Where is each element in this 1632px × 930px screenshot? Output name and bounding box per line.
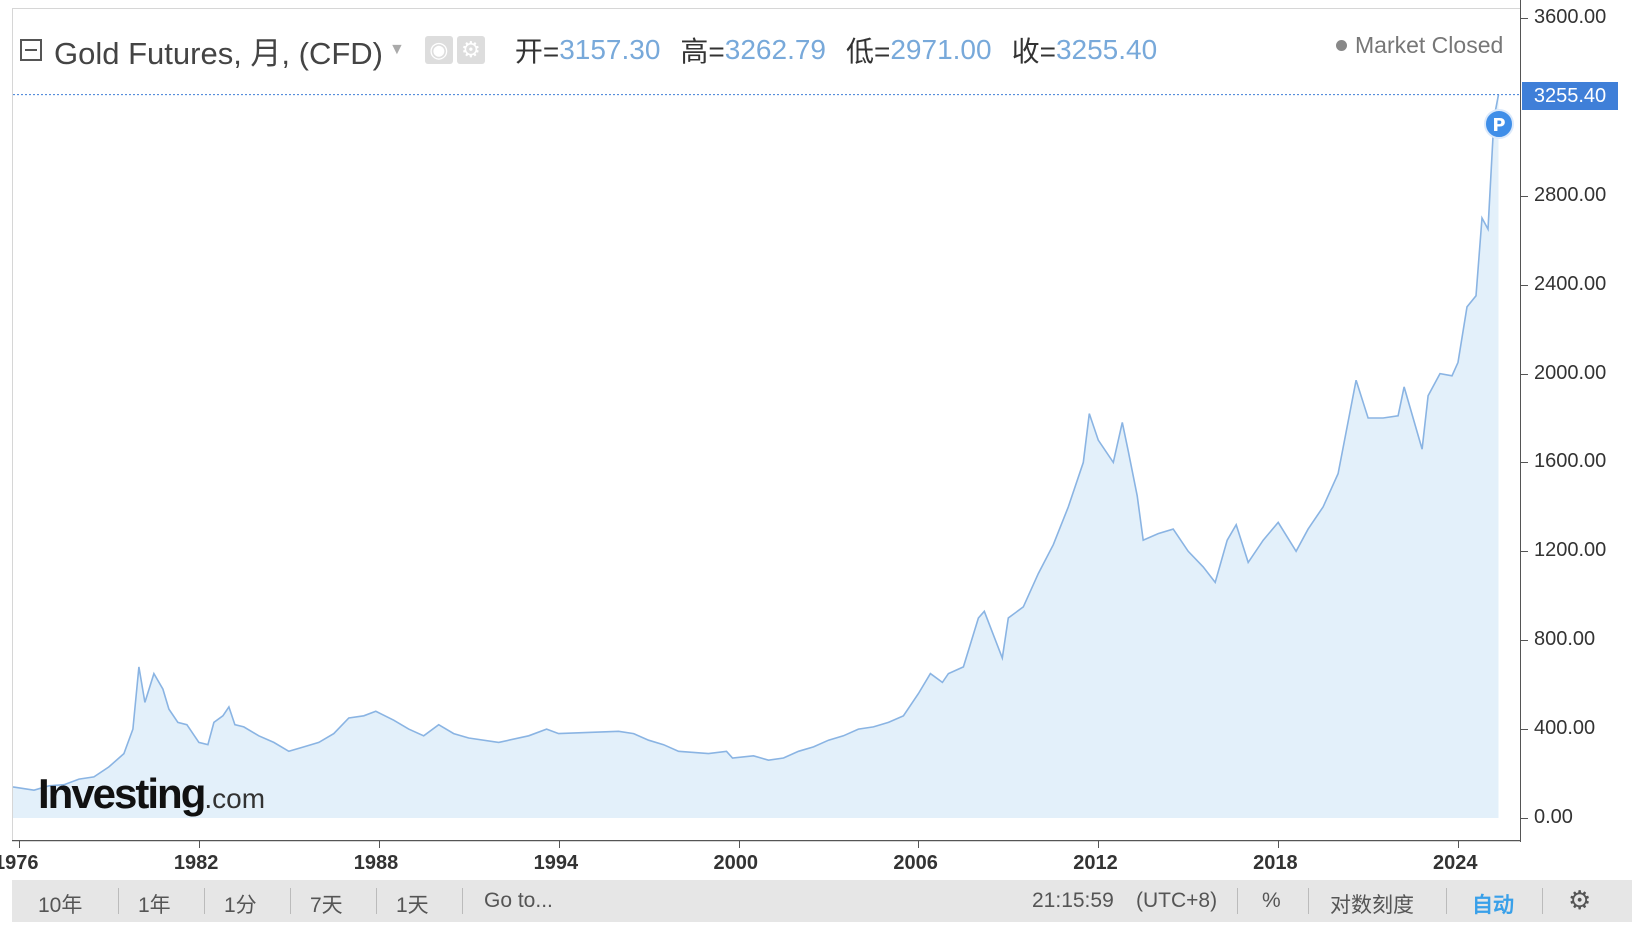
y-tick-label: 3600.00 xyxy=(1534,6,1607,28)
y-tick-mark xyxy=(1520,195,1528,197)
logo-main: Investing xyxy=(38,770,206,817)
x-tick-mark xyxy=(378,840,380,848)
ohlc-values: 开= 3157.30 高= 3262.79 低= 2971.00 收= 3255… xyxy=(515,30,1157,70)
separator xyxy=(376,888,377,914)
separator xyxy=(462,888,463,914)
log-scale-toggle[interactable]: 对数刻度 xyxy=(1330,894,1414,917)
range-button-1m[interactable]: 1分 xyxy=(224,894,257,917)
y-tick-mark xyxy=(1520,18,1528,19)
x-tick-mark xyxy=(918,840,920,848)
x-tick-label: 2012 xyxy=(1073,852,1118,874)
settings-gear-icon[interactable]: ⚙ xyxy=(1568,885,1592,915)
chart-header: Gold Futures, 月, (CFD) ▼ ◉ ⚙ 开= 3157.30 … xyxy=(20,30,1157,71)
y-tick-mark xyxy=(1520,284,1528,286)
y-tick-mark xyxy=(1520,551,1528,553)
y-tick-label: 2400.00 xyxy=(1534,272,1607,295)
range-button-7d[interactable]: 7天 xyxy=(310,894,343,917)
price-marker[interactable]: P xyxy=(1484,109,1514,139)
x-tick-label: 1976 xyxy=(0,852,39,874)
y-tick-label: 2800.00 xyxy=(1534,183,1607,206)
auto-scale-toggle[interactable]: 自动 xyxy=(1472,894,1514,917)
x-tick-label: 2006 xyxy=(893,852,938,874)
separator xyxy=(1237,888,1238,914)
market-status: Market Closed xyxy=(1336,32,1503,59)
y-tick-mark xyxy=(1520,729,1528,731)
x-tick-mark xyxy=(738,840,740,848)
x-tick-label: 1988 xyxy=(353,852,399,874)
clock-timezone[interactable]: (UTC+8) xyxy=(1136,889,1218,912)
x-tick-mark xyxy=(1458,840,1460,848)
gear-icon[interactable]: ⚙ xyxy=(456,36,485,64)
range-button-1d[interactable]: 1天 xyxy=(396,894,429,917)
x-tick-mark xyxy=(18,840,20,848)
collapse-icon[interactable] xyxy=(20,39,42,61)
y-tick-mark xyxy=(1520,640,1528,642)
open-value: 3157.30 xyxy=(559,34,661,65)
price-area-fill xyxy=(13,94,1499,818)
price-axis[interactable] xyxy=(1520,0,1632,842)
y-tick-label: 400.00 xyxy=(1534,717,1596,740)
investing-logo: Investing.com xyxy=(38,770,265,818)
separator xyxy=(118,888,119,914)
last-price-tag: 3255.40 xyxy=(1522,82,1618,110)
y-tick-mark xyxy=(1520,462,1528,464)
x-tick-label: 2024 xyxy=(1433,852,1478,874)
close-label: 收= xyxy=(1011,36,1056,67)
market-status-text: Market Closed xyxy=(1355,32,1504,58)
y-tick-label: 0.00 xyxy=(1534,806,1573,828)
separator xyxy=(290,888,291,914)
high-value: 3262.79 xyxy=(724,34,826,65)
x-tick-mark xyxy=(558,840,560,848)
dropdown-icon[interactable]: ▼ xyxy=(389,41,405,58)
low-value: 2971.00 xyxy=(890,34,992,65)
symbol-title[interactable]: Gold Futures, 月, (CFD) xyxy=(54,35,383,71)
eye-icon[interactable]: ◉ xyxy=(424,36,453,64)
y-tick-label: 1200.00 xyxy=(1534,539,1607,562)
x-tick-label: 2018 xyxy=(1253,852,1298,874)
x-tick-mark xyxy=(198,840,200,848)
x-tick-label: 1994 xyxy=(533,852,579,874)
separator xyxy=(1542,888,1543,914)
y-tick-mark xyxy=(1520,818,1528,819)
x-tick-mark xyxy=(1278,840,1280,848)
y-tick-label: 1600.00 xyxy=(1534,450,1607,473)
separator xyxy=(204,888,205,914)
y-tick-mark xyxy=(1520,373,1528,375)
open-label: 开= xyxy=(514,36,560,67)
goto-button[interactable]: Go to... xyxy=(484,889,553,912)
separator xyxy=(1446,888,1447,914)
x-tick-mark xyxy=(1098,840,1100,848)
x-tick-label: 2000 xyxy=(713,852,759,874)
range-button-10y[interactable]: 10年 xyxy=(38,894,83,917)
time-axis[interactable] xyxy=(12,840,1520,875)
percent-toggle[interactable]: % xyxy=(1262,889,1281,912)
y-tick-label: 2000.00 xyxy=(1534,361,1607,384)
close-value: 3255.40 xyxy=(1055,34,1158,65)
price-line xyxy=(12,94,1500,792)
bottom-toolbar: 10年 1年 1分 7天 1天 Go to... 21:15:59 (UTC+8… xyxy=(12,880,1632,922)
status-dot-icon xyxy=(1336,40,1347,51)
range-button-1y[interactable]: 1年 xyxy=(138,894,171,917)
separator xyxy=(1308,888,1309,914)
y-tick-label: 800.00 xyxy=(1534,628,1596,651)
clock-time: 21:15:59 xyxy=(1032,889,1114,912)
high-label: 高= xyxy=(680,36,725,67)
low-label: 低= xyxy=(846,36,891,67)
logo-suffix: .com xyxy=(204,783,266,814)
x-tick-label: 1982 xyxy=(173,852,219,874)
